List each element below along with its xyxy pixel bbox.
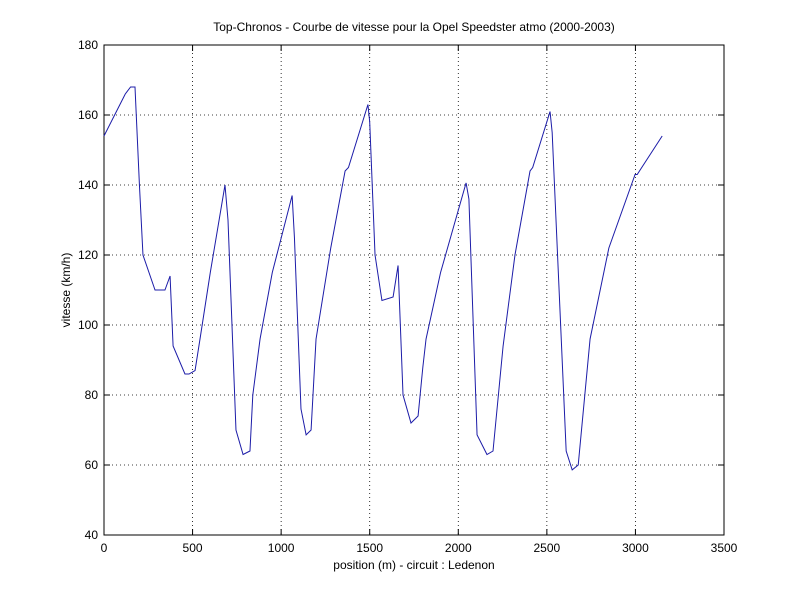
x-tick-label: 1000 bbox=[268, 541, 295, 555]
y-tick-label: 160 bbox=[78, 108, 98, 122]
x-tick-label: 2500 bbox=[534, 541, 561, 555]
x-tick-label: 500 bbox=[183, 541, 203, 555]
x-tick-label: 3000 bbox=[622, 541, 649, 555]
y-tick-label: 60 bbox=[85, 458, 99, 472]
y-tick-label: 180 bbox=[78, 38, 98, 52]
x-tick-label: 0 bbox=[101, 541, 108, 555]
y-tick-label: 120 bbox=[78, 248, 98, 262]
chart-title: Top-Chronos - Courbe de vitesse pour la … bbox=[213, 20, 615, 34]
y-tick-label: 100 bbox=[78, 318, 98, 332]
x-tick-label: 2000 bbox=[445, 541, 472, 555]
x-axis-label: position (m) - circuit : Ledenon bbox=[333, 558, 494, 572]
x-tick-label: 1500 bbox=[356, 541, 383, 555]
y-tick-label: 40 bbox=[85, 528, 99, 542]
x-tick-label: 3500 bbox=[711, 541, 738, 555]
speed-line bbox=[103, 86, 663, 471]
y-tick-label: 140 bbox=[78, 178, 98, 192]
y-axis-label: vitesse (km/h) bbox=[59, 253, 73, 328]
y-tick-label: 80 bbox=[85, 388, 99, 402]
axes-box bbox=[103, 44, 725, 536]
plot-area bbox=[104, 45, 724, 535]
